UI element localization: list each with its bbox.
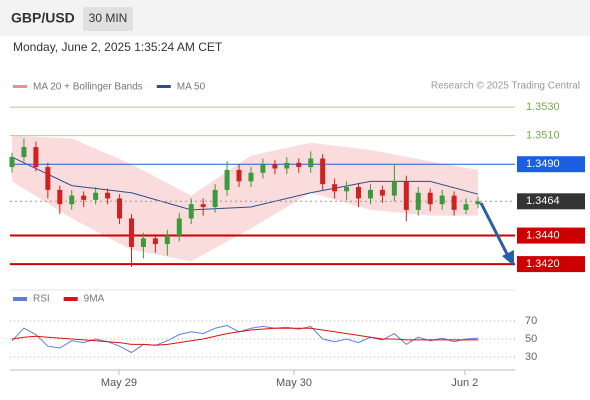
candle-body xyxy=(356,187,362,199)
candle-body xyxy=(236,169,242,182)
level-label: 1.3530 xyxy=(526,101,560,113)
legend-swatch xyxy=(13,297,27,301)
candle-body xyxy=(260,164,266,173)
y-tick-label: 70 xyxy=(525,315,537,327)
level-label: 1.3510 xyxy=(526,130,560,142)
candle-body xyxy=(248,172,254,182)
candle-body xyxy=(284,162,290,169)
level-label: 1.3440 xyxy=(526,229,560,241)
legend-swatch xyxy=(63,297,78,301)
candle-body xyxy=(344,187,350,192)
level-label: 1.3490 xyxy=(526,158,560,170)
candle-body xyxy=(427,192,433,205)
timeframe[interactable]: 30 MIN xyxy=(89,11,128,25)
bollinger-band xyxy=(12,135,478,262)
candle-body xyxy=(308,158,314,168)
candle-body xyxy=(93,192,99,200)
candle-body xyxy=(272,164,278,169)
candle-body xyxy=(105,192,111,199)
legend-swatch xyxy=(13,85,27,88)
level-label-box xyxy=(517,193,585,210)
timeframe-badge[interactable] xyxy=(83,7,133,31)
candle-body xyxy=(403,181,409,210)
ma50-line xyxy=(11,156,479,211)
legend-swatch xyxy=(156,85,171,88)
candle-body xyxy=(164,235,170,245)
x-tick-label: Jun 2 xyxy=(451,377,478,389)
candle-body xyxy=(33,147,39,168)
forecast-arrow xyxy=(479,202,514,266)
candle-body xyxy=(439,195,445,205)
candle-body xyxy=(224,169,230,190)
candle-body xyxy=(69,195,75,205)
candle-body xyxy=(367,189,373,199)
symbol: GBP/USD xyxy=(11,10,75,26)
candle-body xyxy=(140,238,146,247)
credit: Research © 2025 Trading Central xyxy=(431,81,580,92)
candle-body xyxy=(320,158,326,185)
rsi-line xyxy=(11,327,478,346)
candle-body xyxy=(188,204,194,219)
candle-body xyxy=(475,201,481,205)
level-label: 1.3420 xyxy=(526,258,560,270)
x-tick-label: May 29 xyxy=(101,377,137,389)
legend-label: MA 50 xyxy=(177,82,206,93)
level-label: 1.3464 xyxy=(526,195,560,207)
candle-body xyxy=(9,157,15,168)
candle-body xyxy=(451,195,457,210)
level-label-box xyxy=(517,227,585,244)
level-label-box xyxy=(517,256,585,273)
y-tick-label: 30 xyxy=(525,351,537,363)
legend-label: MA 20 + Bollinger Bands xyxy=(33,82,143,93)
candle-body xyxy=(152,238,158,245)
candle-body xyxy=(391,181,397,196)
plot: MA 20 + Bollinger Bands MA 50 1.3530 1.3510… xyxy=(9,82,585,389)
candle-body xyxy=(81,195,87,200)
candle-body xyxy=(128,218,134,247)
candle-body xyxy=(57,189,63,205)
candle-body xyxy=(45,167,51,190)
candle-body xyxy=(117,198,123,219)
candle-body xyxy=(463,204,469,210)
candle-body xyxy=(21,147,27,158)
level-label-box xyxy=(517,156,585,173)
datetime: Monday, June 2, 2025 1:35:24 AM CET xyxy=(13,40,223,54)
legend-label: 9MA xyxy=(84,294,105,305)
candle-body xyxy=(176,218,182,236)
candle-body xyxy=(379,189,385,196)
candle-body xyxy=(296,162,302,168)
y-tick-label: 50 xyxy=(525,333,537,345)
candle-body xyxy=(415,192,421,210)
candle-body xyxy=(212,189,218,208)
legend-label: RSI xyxy=(33,294,50,305)
candle-body xyxy=(200,204,206,208)
x-tick-label: May 30 xyxy=(276,377,312,389)
candle-body xyxy=(332,184,338,192)
